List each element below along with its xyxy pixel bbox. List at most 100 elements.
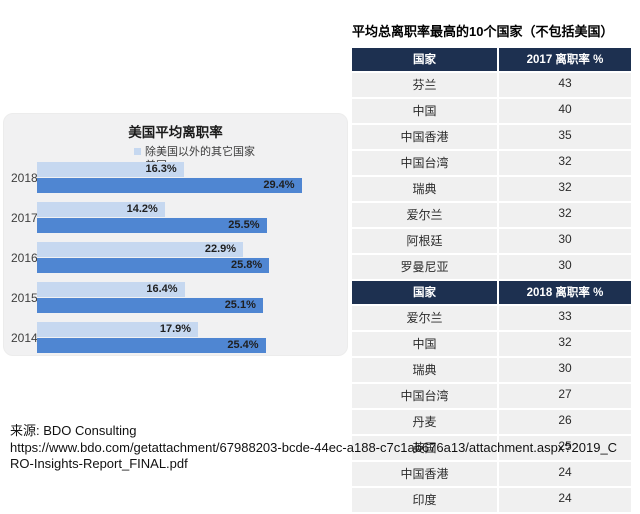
rate-cell: 32: [499, 203, 631, 227]
bar-us-2016: 25.8%: [37, 258, 270, 273]
rate-cell: 27: [499, 384, 631, 408]
bar-stack: 22.9% 25.8%: [37, 242, 347, 273]
table-row: 中国 40: [352, 99, 631, 123]
bar-us-2015: 25.1%: [37, 298, 263, 313]
rate-cell: 33: [499, 306, 631, 330]
country-cell: 瑞典: [352, 177, 497, 201]
rate-cell: 24: [499, 488, 631, 512]
year-axis-label: 2015: [11, 290, 38, 305]
country-header: 国家: [352, 281, 497, 304]
table-row: 阿根廷 30: [352, 229, 631, 253]
country-header: 国家: [352, 48, 497, 71]
bar-stack: 16.3% 29.4%: [37, 162, 347, 193]
table-header-row: 国家 2018 离职率 %: [352, 281, 631, 304]
table-row: 中国 32: [352, 332, 631, 356]
table-row: 爱尔兰 32: [352, 203, 631, 227]
bar-value-label: 25.8%: [230, 259, 263, 271]
table-row: 中国香港 35: [352, 125, 631, 149]
bar-group-2015: 2015 16.4% 25.1%: [4, 282, 347, 313]
rate-cell: 30: [499, 229, 631, 253]
legend-label: 除美国以外的其它国家: [145, 146, 255, 158]
bar-value-label: 29.4%: [263, 179, 295, 191]
table-row: 瑞典 32: [352, 177, 631, 201]
rate-cell: 30: [499, 255, 631, 279]
bar-us-2018: 29.4%: [37, 178, 302, 193]
source-url: https://www.bdo.com/getattachment/679882…: [10, 439, 618, 472]
table-row: 中国台湾 27: [352, 384, 631, 408]
rate-cell: 40: [499, 99, 631, 123]
table-row: 中国台湾 32: [352, 151, 631, 175]
bar-group-2018: 2018 16.3% 29.4%: [4, 162, 347, 193]
bar-value-label: 16.4%: [146, 283, 178, 295]
bar-other-countries-2014: 17.9%: [37, 322, 199, 337]
bar-value-label: 25.5%: [228, 219, 260, 231]
country-cell: 中国: [352, 332, 497, 356]
rate-cell: 30: [499, 358, 631, 382]
source-label: 来源: BDO Consulting: [10, 423, 137, 438]
rate-header: 2017 离职率 %: [499, 48, 631, 71]
rate-cell: 26: [499, 410, 631, 434]
table-title: 平均总离职率最高的10个国家（不包括美国）: [352, 24, 614, 39]
country-cell: 丹麦: [352, 410, 497, 434]
legend-item-other-countries: 除美国以外的其它国家: [134, 144, 347, 158]
bar-other-countries-2016: 22.9%: [37, 242, 244, 257]
table-row: 瑞典 30: [352, 358, 631, 382]
table-section-2017: 国家 2017 离职率 % 芬兰 43 中国 40 中国香港 35 中国台湾 32 瑞典 32 爱尔兰 3…: [352, 48, 631, 279]
bar-value-label: 25.1%: [224, 299, 256, 311]
year-axis-label: 2016: [11, 250, 38, 265]
rate-cell: 32: [499, 332, 631, 356]
country-cell: 中国台湾: [352, 151, 497, 175]
rate-header: 2018 离职率 %: [499, 281, 631, 304]
year-axis-label: 2018: [11, 170, 38, 185]
table-sections: 国家 2017 离职率 % 芬兰 43 中国 40 中国香港 35 中国台湾 32 瑞典 32 爱尔兰 3…: [352, 48, 631, 512]
country-cell: 英国: [352, 436, 497, 460]
rate-cell: 43: [499, 73, 631, 97]
year-axis-label: 2017: [11, 210, 38, 225]
rate-cell: 25: [499, 436, 631, 460]
rate-cell: 35: [499, 125, 631, 149]
table-row: 爱尔兰 33: [352, 306, 631, 330]
bar-stack: 14.2% 25.5%: [37, 202, 347, 233]
bar-us-2014: 25.4%: [37, 338, 266, 353]
rate-cell: 32: [499, 177, 631, 201]
table-row: 芬兰 43: [352, 73, 631, 97]
bar-us-2017: 25.5%: [37, 218, 267, 233]
bar-group-2016: 2016 22.9% 25.8%: [4, 242, 347, 273]
bar-stack: 17.9% 25.4%: [37, 322, 347, 353]
table-header-row: 国家 2017 离职率 %: [352, 48, 631, 71]
us-average-turnover-chart: 美国平均离职率 除美国以外的其它国家美国 201816.3%29.4%20171…: [3, 113, 348, 356]
country-cell: 阿根廷: [352, 229, 497, 253]
bar-stack: 16.4% 25.1%: [37, 282, 347, 313]
country-cell: 中国香港: [352, 125, 497, 149]
table-row: 丹麦 26: [352, 410, 631, 434]
bar-value-label: 17.9%: [159, 323, 192, 335]
country-cell: 罗曼尼亚: [352, 255, 497, 279]
bar-group-2014: 2014 17.9% 25.4%: [4, 322, 347, 353]
country-cell: 芬兰: [352, 73, 497, 97]
table-section-2018: 国家 2018 离职率 % 爱尔兰 33 中国 32 瑞典 30 中国台湾 27 丹麦 26 英国 25 中…: [352, 281, 631, 512]
country-cell: 中国台湾: [352, 384, 497, 408]
country-cell: 爱尔兰: [352, 306, 497, 330]
rate-cell: 32: [499, 151, 631, 175]
table-row: 罗曼尼亚 30: [352, 255, 631, 279]
table-row: 英国 25: [352, 436, 631, 460]
country-cell: 瑞典: [352, 358, 497, 382]
chart-plot-area: 2018 16.3% 29.4% 2017 14.2% 25.5% 2016 22.9% 25.…: [4, 162, 347, 362]
bar-value-label: 25.4%: [227, 339, 259, 351]
country-cell: 爱尔兰: [352, 203, 497, 227]
bar-value-label: 16.3%: [145, 163, 177, 175]
chart-title: 美国平均离职率: [128, 125, 223, 140]
year-axis-label: 2014: [11, 330, 38, 345]
source-footer: 来源: BDO Consulting https://www.bdo.com/g…: [10, 423, 624, 472]
bar-other-countries-2015: 16.4%: [37, 282, 185, 297]
bar-other-countries-2017: 14.2%: [37, 202, 165, 217]
country-cell: 中国: [352, 99, 497, 123]
bar-value-label: 22.9%: [204, 243, 237, 255]
country-cell: 印度: [352, 488, 497, 512]
top10-turnover-tables: 平均总离职率最高的10个国家（不包括美国） 国家 2017 离职率 % 芬兰 43 中国…: [352, 21, 631, 514]
bar-value-label: 14.2%: [126, 203, 158, 215]
bar-group-2017: 2017 14.2% 25.5%: [4, 202, 347, 233]
legend-swatch-icon: [134, 147, 141, 155]
bar-other-countries-2018: 16.3%: [37, 162, 184, 177]
table-row: 印度 24: [352, 488, 631, 512]
